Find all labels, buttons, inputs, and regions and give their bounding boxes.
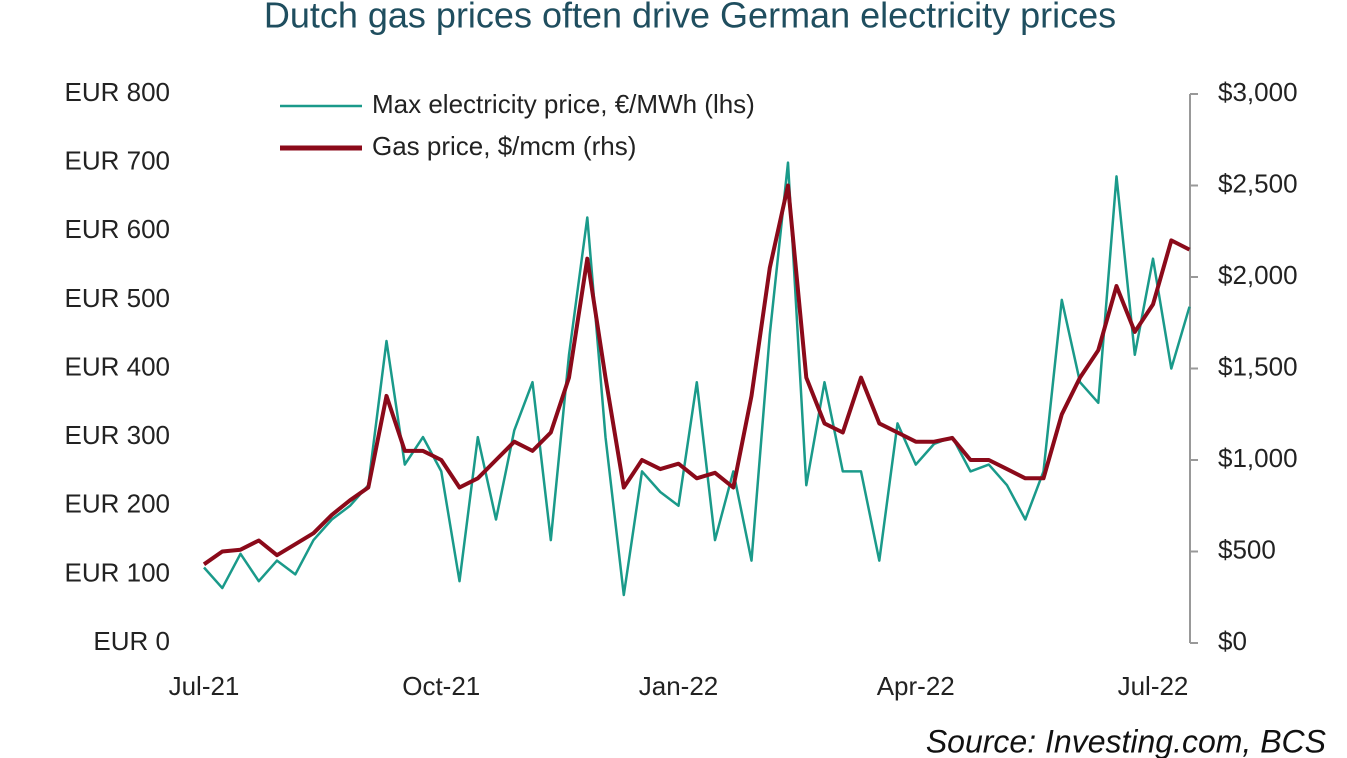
legend-label: Max electricity price, €/MWh (lhs): [372, 89, 755, 119]
y2-tick-label: $1,000: [1218, 443, 1298, 473]
x-tick-label: Jul-22: [1118, 671, 1189, 701]
y-tick-label: EUR 400: [65, 351, 171, 381]
y2-tick-label: $2,000: [1218, 260, 1298, 290]
source: Source: Investing.com, BCS: [926, 723, 1326, 758]
y2-tick-label: $1,500: [1218, 351, 1298, 381]
y-tick-label: EUR 800: [65, 77, 171, 107]
y-tick-label: EUR 600: [65, 214, 171, 244]
y-tick-label: EUR 700: [65, 146, 171, 176]
y2-tick-label: $3,000: [1218, 77, 1298, 107]
y-tick-label: EUR 0: [93, 626, 170, 656]
legend-label: Gas price, $/mcm (rhs): [372, 131, 636, 161]
series-line: [203, 161, 1191, 597]
x-tick-label: Apr-22: [877, 671, 955, 701]
y-tick-label: EUR 500: [65, 283, 171, 313]
y2-tick-label: $2,500: [1218, 168, 1298, 198]
x-tick-label: Jan-22: [639, 671, 719, 701]
chart-title: Dutch gas prices often drive German elec…: [264, 0, 1116, 36]
x-tick-label: Oct-21: [402, 671, 480, 701]
y-tick-label: EUR 300: [65, 420, 171, 450]
y2-tick-label: $500: [1218, 534, 1276, 564]
x-tick-label: Jul-21: [169, 671, 240, 701]
series-line: [202, 183, 1191, 566]
y-tick-label: EUR 200: [65, 489, 171, 519]
y2-tick-label: $0: [1218, 626, 1247, 656]
y-tick-label: EUR 100: [65, 557, 171, 587]
